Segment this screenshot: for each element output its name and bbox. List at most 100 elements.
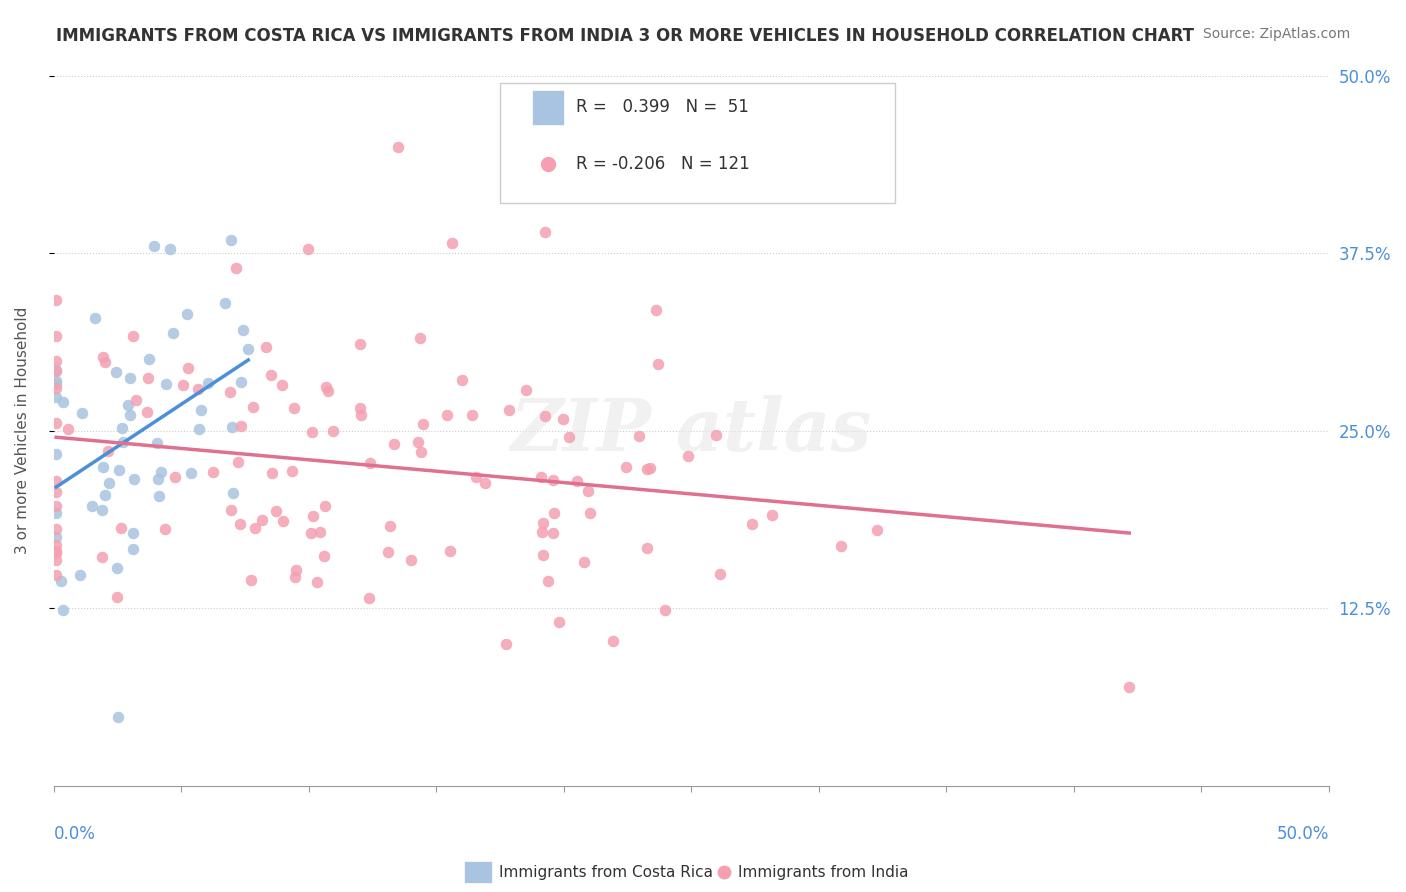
Point [312,549,335,564]
Point [533,549,555,563]
Point [225,260,247,275]
Point [124,392,146,407]
Point [242,400,264,414]
Point [45,380,67,394]
Point [533,409,555,424]
Point [322,424,344,438]
Point [273,514,295,528]
Point [254,340,277,354]
Point [464,470,486,484]
Point [830,539,852,553]
Point [243,521,266,535]
Point [107,710,129,724]
Text: IMMIGRANTS FROM COSTA RICA VS IMMIGRANTS FROM INDIA 3 OR MORE VEHICLES IN HOUSEH: IMMIGRANTS FROM COSTA RICA VS IMMIGRANTS… [56,27,1194,45]
Point [387,139,409,153]
Point [45,377,67,392]
Point [176,307,198,321]
Point [146,472,169,486]
Point [45,553,67,567]
Point [159,242,181,256]
Point [45,546,67,560]
Point [177,360,200,375]
Point [91,459,114,474]
Point [150,465,173,479]
Point [647,357,669,371]
Point [49,574,72,588]
Point [654,603,676,617]
Point [90,503,112,517]
Text: R =   0.399   N =  51: R = 0.399 N = 51 [576,98,749,117]
Text: Source: ZipAtlas.com: Source: ZipAtlas.com [1202,27,1350,41]
Point [45,538,67,552]
Point [118,371,141,385]
Point [52,395,75,409]
Point [80,499,103,513]
Point [117,398,139,412]
Point [231,375,253,389]
Point [45,390,67,404]
Point [451,373,474,387]
Point [228,516,250,531]
Point [45,364,67,378]
Point [761,508,783,523]
Point [349,401,371,415]
Point [359,456,381,470]
Point [84,310,107,325]
Point [45,530,67,544]
Point [551,411,574,425]
Point [197,376,219,390]
Point [676,450,699,464]
Point [377,545,399,559]
Point [226,455,249,469]
Point [143,239,166,253]
Point [616,459,638,474]
Point [283,401,305,416]
Point [262,467,284,481]
Point [440,236,463,251]
Point [69,568,91,582]
Point [741,516,763,531]
Point [259,368,281,382]
Point [461,408,484,422]
Point [409,331,432,345]
Point [645,303,668,318]
Point [280,463,302,477]
Point [45,448,67,462]
Point [45,522,67,536]
Point [52,603,75,617]
Point [122,525,145,540]
Point [172,378,194,392]
Point [301,508,323,523]
Point [709,566,731,581]
Point [90,549,112,564]
Point [219,233,242,247]
Point [104,366,127,380]
Point [70,406,93,420]
Point [495,637,517,651]
Point [91,351,114,365]
Point [45,374,67,388]
Point [238,343,260,357]
Point [45,567,67,582]
Point [406,434,429,449]
Point [231,419,253,434]
Point [111,434,134,449]
Point [474,476,496,491]
Point [122,472,145,486]
Point [56,422,79,436]
Point [1118,680,1140,694]
Point [350,408,373,422]
Point [45,506,67,520]
Point [308,524,330,539]
Text: ZIP atlas: ZIP atlas [510,395,872,466]
Point [638,461,661,475]
Text: R = -0.206   N = 121: R = -0.206 N = 121 [576,155,751,173]
Point [627,429,650,443]
Point [187,422,209,436]
Point [232,323,254,337]
Point [565,474,588,488]
Point [98,476,121,491]
Point [146,435,169,450]
Point [110,521,132,535]
Point [301,425,323,439]
